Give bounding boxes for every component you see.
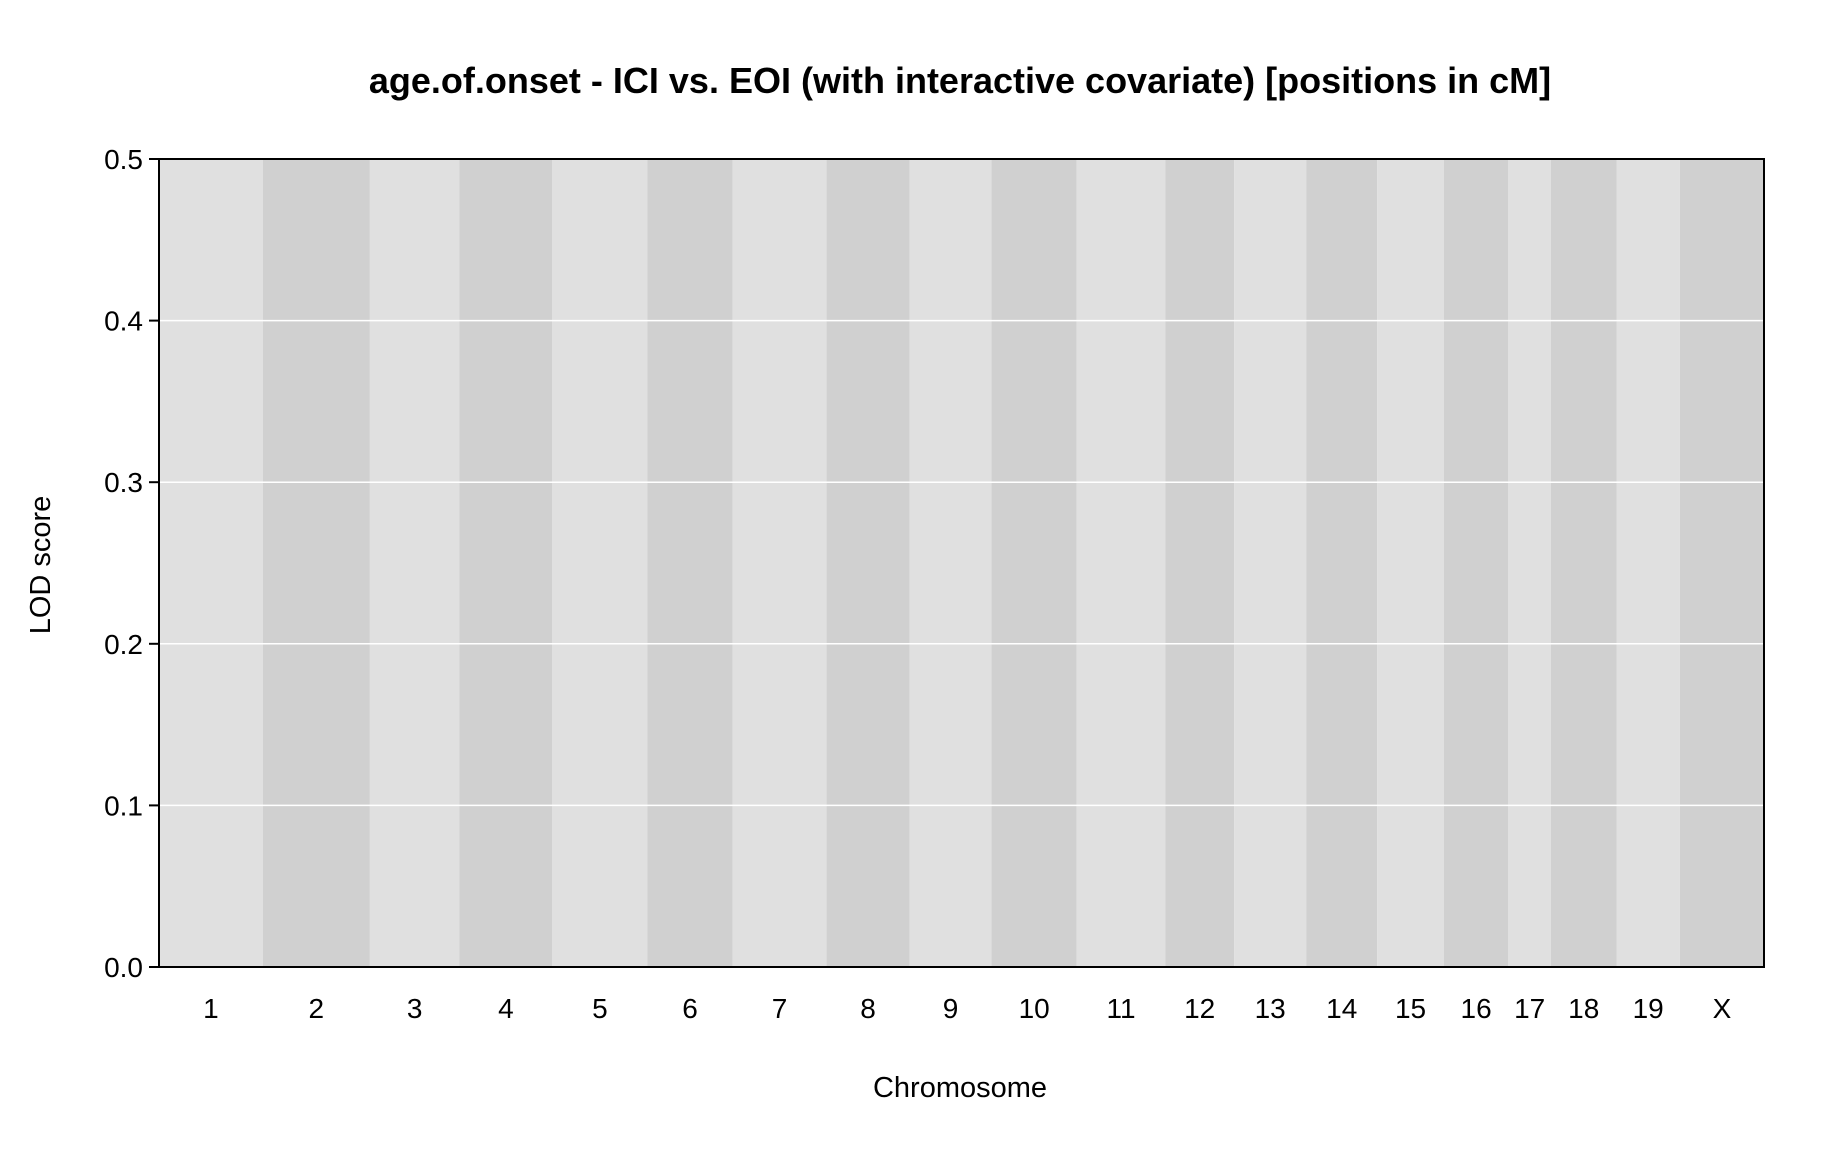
chromosome-band-19	[1616, 159, 1680, 967]
x-tick-label-15: 15	[1395, 993, 1426, 1024]
x-tick-label-x: X	[1713, 993, 1732, 1024]
x-tick-label-8: 8	[860, 993, 876, 1024]
x-tick-label-12: 12	[1184, 993, 1215, 1024]
chromosome-band-15	[1377, 159, 1444, 967]
x-axis: 1 2 3 4 5 6 7 8 9 10 11 12 13 14 15 16 17 18 19 X	[203, 993, 1731, 1024]
chromosome-band-7	[732, 159, 827, 967]
x-tick-label-17: 17	[1514, 993, 1545, 1024]
x-axis-label: Chromosome	[873, 1072, 1047, 1104]
x-tick-label-14: 14	[1326, 993, 1357, 1024]
chromosome-band-x	[1679, 159, 1764, 967]
chromosome-band-3	[369, 159, 460, 967]
chromosome-band-12	[1165, 159, 1235, 967]
chromosome-band-14	[1306, 159, 1378, 967]
x-tick-label-3: 3	[407, 993, 423, 1024]
y-tick-label-0-0: 0.0	[104, 952, 143, 983]
chromosome-band-11	[1076, 159, 1166, 967]
x-tick-label-10: 10	[1019, 993, 1050, 1024]
chromosome-bands	[159, 159, 1764, 967]
chromosome-band-5	[552, 159, 648, 967]
chart-title: age.of.onset - ICI vs. EOI (with interac…	[369, 60, 1551, 101]
chromosome-band-2	[262, 159, 370, 967]
x-tick-label-16: 16	[1461, 993, 1492, 1024]
chromosome-band-8	[826, 159, 910, 967]
plot-frame	[158, 158, 1765, 968]
x-tick-label-4: 4	[498, 993, 514, 1024]
chromosome-band-16	[1443, 159, 1509, 967]
x-tick-label-9: 9	[943, 993, 959, 1024]
y-tick-label-0-2: 0.2	[104, 629, 143, 660]
x-tick-label-1: 1	[203, 993, 219, 1024]
y-tick-label-0-1: 0.1	[104, 790, 143, 821]
chromosome-band-6	[647, 159, 733, 967]
chromosome-band-10	[991, 159, 1077, 967]
gridlines	[159, 319, 1764, 807]
y-tick-label-0-3: 0.3	[104, 467, 143, 498]
x-tick-label-7: 7	[772, 993, 788, 1024]
y-axis-label: LOD score	[25, 496, 57, 635]
y-tick-label-0-4: 0.4	[104, 306, 143, 337]
x-tick-label-2: 2	[309, 993, 325, 1024]
y-axis: 0.0 0.1 0.2 0.3 0.4 0.5	[104, 144, 159, 983]
chromosome-band-9	[909, 159, 992, 967]
x-tick-label-13: 13	[1255, 993, 1286, 1024]
chromosome-band-1	[159, 159, 263, 967]
chromosome-band-17	[1508, 159, 1551, 967]
y-tick-label-0-5: 0.5	[104, 144, 143, 175]
chromosome-band-13	[1234, 159, 1307, 967]
x-tick-label-6: 6	[682, 993, 698, 1024]
chromosome-band-18	[1550, 159, 1617, 967]
chromosome-band-4	[459, 159, 553, 967]
x-tick-label-18: 18	[1568, 993, 1599, 1024]
x-tick-label-11: 11	[1106, 993, 1135, 1024]
x-tick-label-5: 5	[592, 993, 608, 1024]
x-tick-label-19: 19	[1633, 993, 1664, 1024]
